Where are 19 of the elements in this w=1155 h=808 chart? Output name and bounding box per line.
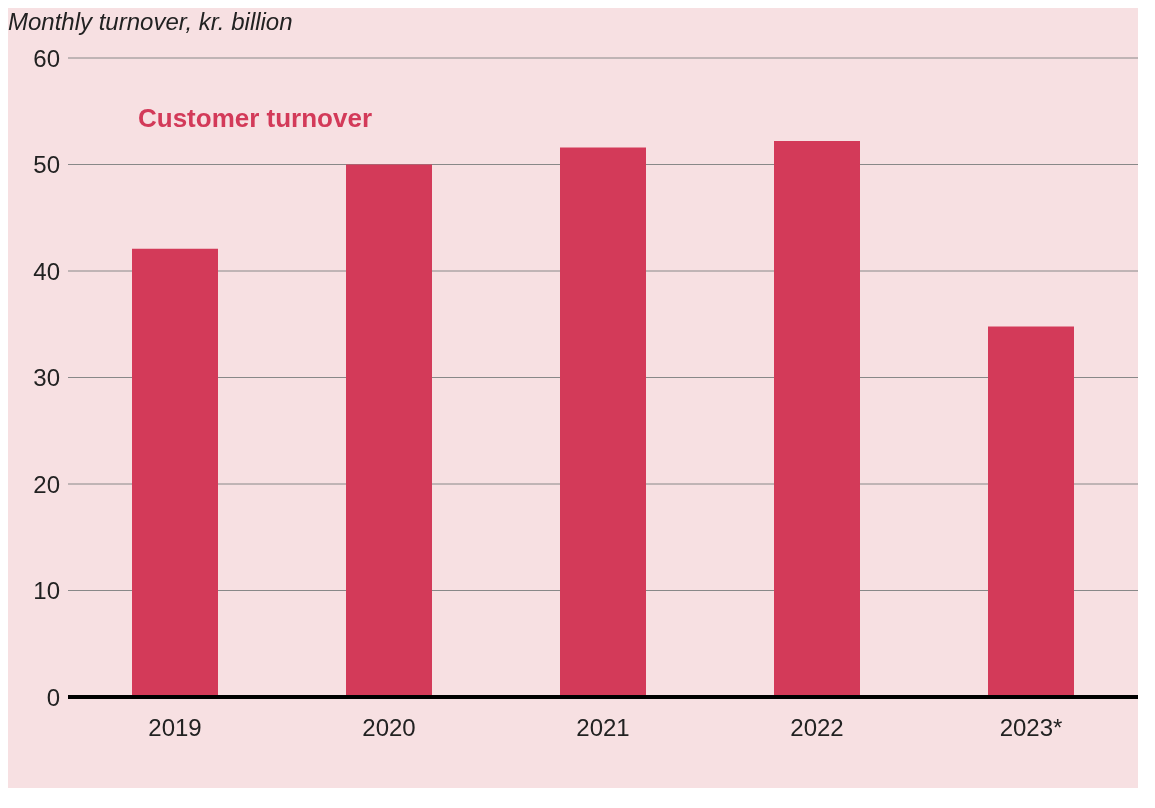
y-axis-title: Monthly turnover, kr. billion	[8, 8, 293, 36]
y-tick-label: 20	[33, 470, 60, 498]
y-tick-label: 50	[33, 151, 60, 179]
y-tick-label: 10	[33, 577, 60, 605]
y-tick-label: 0	[46, 683, 60, 711]
y-tick-label: 30	[33, 364, 60, 392]
x-tick-label: 2019	[148, 714, 202, 742]
y-tick-label: 40	[33, 257, 60, 285]
series-label: Customer turnover	[138, 103, 374, 134]
bar	[560, 147, 646, 697]
bar	[774, 141, 860, 697]
bar	[346, 164, 432, 697]
bar	[132, 248, 218, 697]
bar	[988, 326, 1074, 697]
x-tick-label: 2021	[576, 714, 630, 742]
x-tick-label: 2023*	[999, 714, 1063, 742]
x-tick-label: 2022	[790, 714, 844, 742]
y-tick-label: 60	[33, 44, 60, 72]
x-tick-label: 2020	[362, 714, 416, 742]
